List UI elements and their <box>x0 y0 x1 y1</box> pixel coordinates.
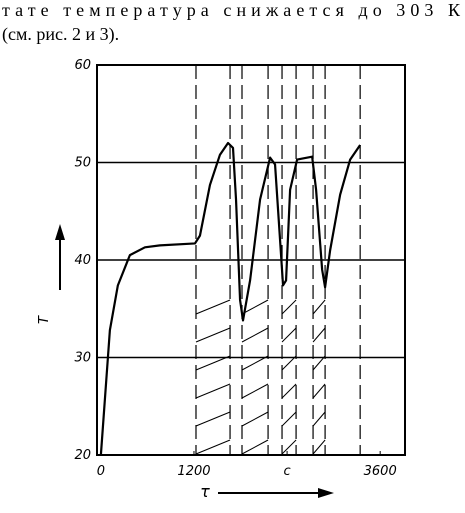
x-arrowhead <box>318 488 334 498</box>
hatch-stroke <box>195 439 231 455</box>
hatch-stroke <box>312 411 326 427</box>
hatch-stroke <box>312 439 326 455</box>
x-tick-label: 0 <box>97 464 105 479</box>
y-axis-label: T <box>37 315 52 324</box>
hatch-stroke <box>312 299 326 315</box>
y-tick-label: 20 <box>74 448 91 463</box>
y-tick-label: 40 <box>74 253 91 268</box>
hatch-stroke <box>241 299 269 315</box>
x-axis-label: τ <box>200 482 210 501</box>
hatch-stroke <box>241 355 269 371</box>
hatch-stroke <box>241 411 269 427</box>
hatch-stroke <box>195 411 231 427</box>
y-tick-label: 50 <box>74 156 91 171</box>
hatch-stroke <box>281 355 297 371</box>
y-arrowhead <box>55 224 65 240</box>
hatch-stroke <box>281 439 297 455</box>
hatch-stroke <box>312 383 326 399</box>
x-tick-label: 1200 <box>177 464 210 479</box>
x-tick-label: 3600 <box>364 464 397 479</box>
hatch-stroke <box>281 383 297 399</box>
hatching <box>195 299 326 455</box>
y-tick-label: 60 <box>74 58 91 73</box>
hatch-stroke <box>312 355 326 371</box>
hatch-stroke <box>195 355 231 371</box>
curve <box>99 141 362 456</box>
hatch-stroke <box>241 439 269 455</box>
y-tick-label: 30 <box>74 351 91 366</box>
paragraph-line: тате температура снижается до 303 К <box>2 0 461 20</box>
hatch-stroke <box>241 383 269 399</box>
hatch-stroke <box>195 327 231 343</box>
hatch-stroke <box>281 327 297 343</box>
x-tick-label: c <box>283 464 290 479</box>
hatch-stroke <box>281 411 297 427</box>
hatch-stroke <box>281 299 297 315</box>
paragraph-line: (см. рис. 2 и 3). <box>2 24 119 45</box>
hatch-stroke <box>195 383 231 399</box>
hatch-stroke <box>241 327 269 343</box>
hatch-stroke <box>312 327 326 343</box>
hatch-stroke <box>195 299 231 315</box>
